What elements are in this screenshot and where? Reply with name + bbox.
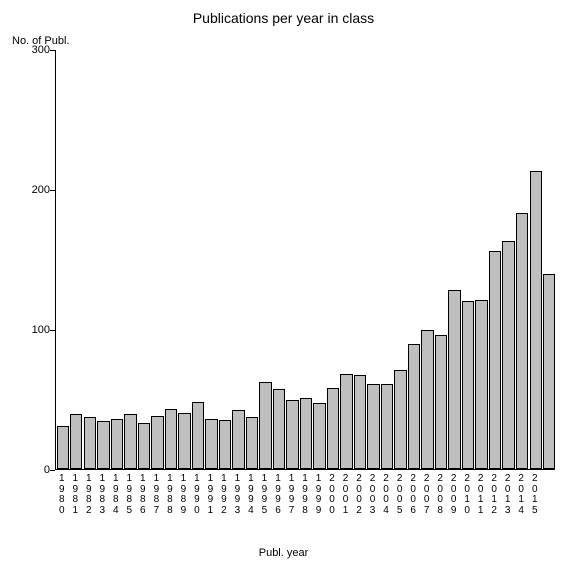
x-tick-label: 2004 bbox=[381, 474, 391, 516]
bar bbox=[300, 398, 312, 469]
bar bbox=[70, 414, 82, 469]
x-tick-label: 1990 bbox=[192, 474, 202, 516]
bar bbox=[448, 290, 460, 469]
x-tick-label: 1995 bbox=[259, 474, 269, 516]
bar bbox=[111, 419, 123, 469]
x-tick-label: 2002 bbox=[354, 474, 364, 516]
x-tick-label: 2008 bbox=[435, 474, 445, 516]
bar bbox=[97, 421, 109, 469]
x-tick-label: 1985 bbox=[124, 474, 134, 516]
x-tick-label: 1982 bbox=[84, 474, 94, 516]
bar bbox=[259, 382, 271, 469]
x-tick-label: 2014 bbox=[516, 474, 526, 516]
bar bbox=[435, 335, 447, 469]
bar bbox=[489, 251, 501, 469]
y-tick-label: 100 bbox=[25, 324, 50, 336]
bar bbox=[205, 419, 217, 469]
x-tick-label: 1996 bbox=[273, 474, 283, 516]
bar bbox=[408, 344, 420, 469]
x-tick-label: 1981 bbox=[70, 474, 80, 516]
bar bbox=[273, 389, 285, 469]
chart-title: Publications per year in class bbox=[0, 10, 567, 26]
bar bbox=[313, 403, 325, 469]
x-tick-label: 1993 bbox=[232, 474, 242, 516]
bar bbox=[219, 420, 231, 469]
x-tick-label: 1980 bbox=[57, 474, 67, 516]
bar bbox=[178, 413, 190, 469]
y-tick-mark bbox=[50, 330, 55, 331]
x-tick-label: 2001 bbox=[341, 474, 351, 516]
y-tick-mark bbox=[50, 190, 55, 191]
x-tick-label: 2010 bbox=[462, 474, 472, 516]
bar bbox=[124, 414, 136, 469]
bar bbox=[475, 300, 487, 469]
x-tick-label: 1989 bbox=[178, 474, 188, 516]
bar bbox=[543, 274, 555, 469]
bar bbox=[246, 417, 258, 469]
x-tick-label: 2009 bbox=[449, 474, 459, 516]
bar bbox=[327, 388, 339, 469]
y-tick-label: 300 bbox=[25, 44, 50, 56]
bar bbox=[502, 241, 514, 469]
x-tick-label: 1991 bbox=[205, 474, 215, 516]
bar bbox=[516, 213, 528, 469]
bar bbox=[151, 416, 163, 469]
y-tick-label: 200 bbox=[25, 184, 50, 196]
x-tick-label: 1987 bbox=[151, 474, 161, 516]
y-tick-label: 0 bbox=[25, 464, 50, 476]
y-tick-mark bbox=[50, 470, 55, 471]
x-tick-label: 2006 bbox=[408, 474, 418, 516]
x-tick-label: 2012 bbox=[489, 474, 499, 516]
bar bbox=[286, 400, 298, 469]
x-tick-label: 1994 bbox=[246, 474, 256, 516]
x-tick-label: 2015 bbox=[530, 474, 540, 516]
bar bbox=[138, 423, 150, 469]
x-tick-label: 2000 bbox=[327, 474, 337, 516]
bar bbox=[57, 426, 69, 469]
x-tick-label: 2011 bbox=[476, 474, 486, 516]
bar bbox=[421, 330, 433, 469]
x-tick-label: 1997 bbox=[286, 474, 296, 516]
x-tick-label: 2003 bbox=[368, 474, 378, 516]
bar bbox=[530, 171, 542, 469]
x-tick-label: 1992 bbox=[219, 474, 229, 516]
bar bbox=[381, 384, 393, 469]
bar bbox=[232, 410, 244, 469]
x-tick-label: 1988 bbox=[165, 474, 175, 516]
bar bbox=[354, 375, 366, 469]
x-tick-label: 2007 bbox=[422, 474, 432, 516]
bar bbox=[192, 402, 204, 469]
bar bbox=[462, 301, 474, 469]
bar bbox=[165, 409, 177, 469]
plot-area bbox=[55, 50, 555, 470]
x-axis-label: Publ. year bbox=[0, 547, 567, 559]
x-tick-label: 1998 bbox=[300, 474, 310, 516]
y-tick-mark bbox=[50, 50, 55, 51]
bar bbox=[340, 374, 352, 469]
x-tick-label: 1986 bbox=[138, 474, 148, 516]
x-tick-label: 1984 bbox=[111, 474, 121, 516]
x-tick-label: 2013 bbox=[503, 474, 513, 516]
chart-container: Publications per year in class No. of Pu… bbox=[0, 0, 567, 567]
bar bbox=[367, 384, 379, 469]
x-tick-label: 2005 bbox=[395, 474, 405, 516]
bar bbox=[84, 417, 96, 469]
x-tick-label: 1983 bbox=[97, 474, 107, 516]
x-tick-label: 1999 bbox=[314, 474, 324, 516]
bar bbox=[394, 370, 406, 469]
